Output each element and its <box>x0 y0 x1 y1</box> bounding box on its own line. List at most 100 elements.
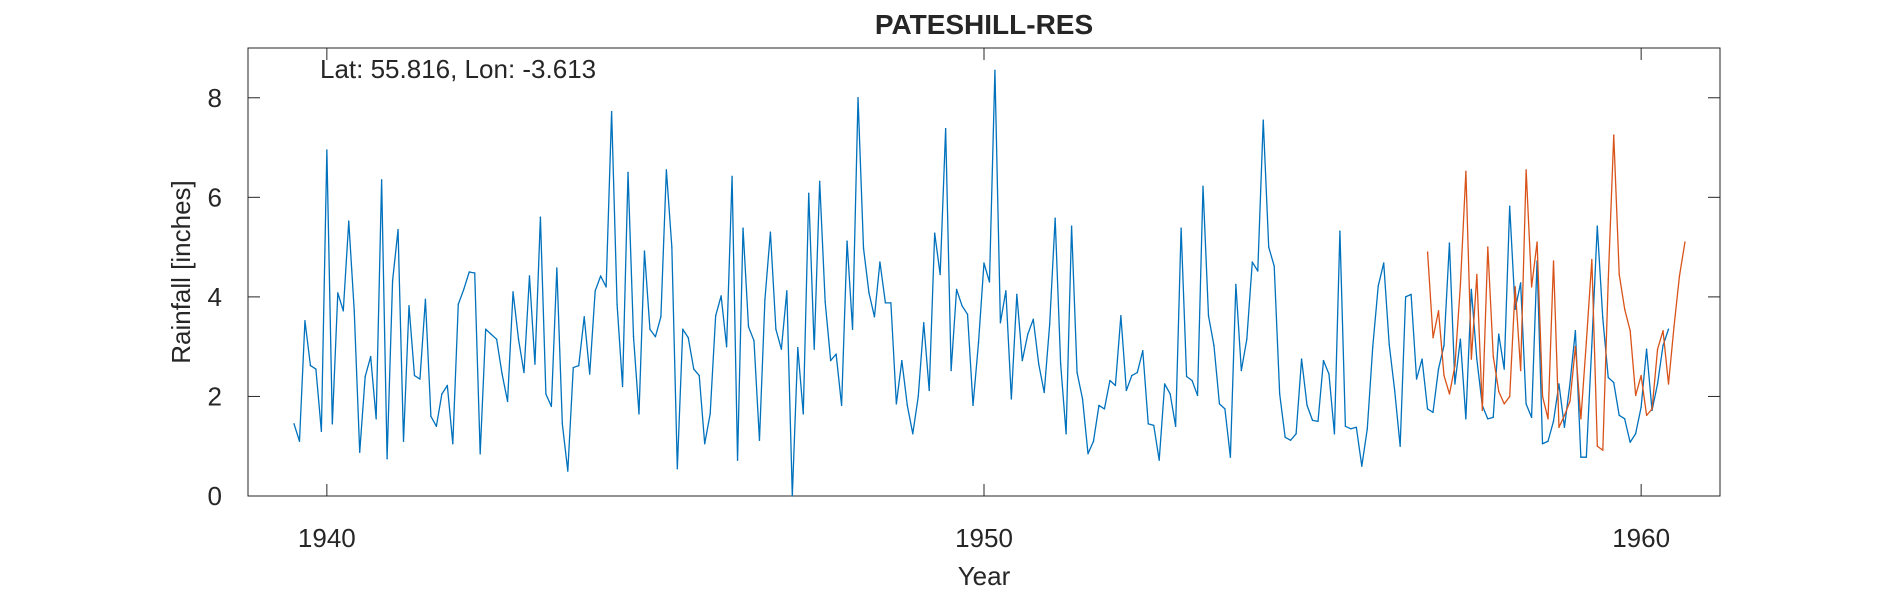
data-point <box>1109 379 1111 382</box>
data-point <box>1629 330 1631 332</box>
data-point <box>1038 363 1040 365</box>
data-point <box>430 415 432 418</box>
data-point <box>1634 394 1637 397</box>
data-point <box>1519 369 1522 372</box>
data-point <box>1251 261 1254 263</box>
data-point <box>1010 398 1013 400</box>
data-point <box>1465 418 1467 420</box>
data-point <box>1569 383 1571 385</box>
data-point <box>1492 416 1494 419</box>
data-point <box>599 275 602 277</box>
data-point <box>1048 323 1051 325</box>
data-point <box>1640 406 1642 409</box>
data-point <box>402 440 405 442</box>
data-point <box>682 328 684 330</box>
data-point <box>1525 169 1527 171</box>
data-point <box>528 275 531 277</box>
data-point <box>539 216 542 218</box>
station-coordinates-annotation: Lat: 55.816, Lon: -3.613 <box>320 54 596 84</box>
data-point <box>1262 119 1264 121</box>
data-point <box>1585 456 1588 458</box>
data-point <box>1372 345 1374 348</box>
data-point <box>506 400 509 403</box>
data-point <box>1404 296 1407 298</box>
data-point <box>1098 404 1100 407</box>
data-point <box>446 384 449 387</box>
data-point <box>1574 345 1577 348</box>
data-point <box>879 261 881 263</box>
data-point <box>1344 425 1347 428</box>
data-point <box>1295 433 1297 435</box>
data-point <box>873 316 876 318</box>
data-point <box>983 262 985 264</box>
data-point <box>589 373 591 375</box>
data-point <box>1459 283 1462 286</box>
data-point <box>1476 273 1478 276</box>
data-point <box>337 292 339 294</box>
data-point <box>512 291 514 293</box>
data-point <box>1147 423 1149 425</box>
data-point <box>1311 419 1314 422</box>
data-point <box>890 302 892 304</box>
data-point <box>1667 328 1670 330</box>
data-point <box>348 220 350 222</box>
data-point <box>1131 374 1133 377</box>
data-point <box>731 175 733 178</box>
axis-ticks <box>248 48 1720 497</box>
data-point <box>1596 445 1599 447</box>
data-point <box>1640 374 1642 377</box>
data-point <box>1618 414 1620 417</box>
data-point <box>862 247 865 249</box>
data-point <box>1602 449 1604 451</box>
data-point <box>616 303 618 306</box>
data-point <box>1246 338 1248 340</box>
data-point <box>851 328 854 330</box>
data-point <box>1623 418 1626 420</box>
data-point <box>1158 459 1160 461</box>
data-point <box>1426 251 1429 253</box>
data-point <box>342 310 344 312</box>
chart-title: PATESHILL-RES <box>875 9 1093 40</box>
data-point <box>972 404 974 407</box>
data-point <box>419 378 421 380</box>
data-point <box>435 425 438 428</box>
data-point <box>1618 273 1620 276</box>
data-point <box>780 348 783 350</box>
data-series <box>293 69 1686 497</box>
data-point <box>835 353 837 355</box>
data-point <box>676 467 679 470</box>
data-point <box>1300 358 1303 360</box>
data-point <box>923 322 925 324</box>
data-point <box>1125 389 1128 392</box>
data-point <box>1103 408 1106 410</box>
data-point <box>693 368 695 370</box>
data-point <box>1076 371 1078 374</box>
data-point <box>1065 433 1067 435</box>
data-point <box>720 295 722 297</box>
y-tick-label: 4 <box>208 282 222 312</box>
data-point <box>1607 376 1609 379</box>
data-point <box>1656 348 1659 350</box>
data-point <box>561 423 564 425</box>
data-point <box>1519 282 1522 284</box>
data-point <box>1552 260 1555 262</box>
data-point <box>1043 391 1045 394</box>
data-point <box>632 336 635 338</box>
data-point <box>1081 398 1084 400</box>
data-point <box>1289 439 1292 441</box>
data-point <box>961 305 963 307</box>
data-point <box>364 375 366 378</box>
data-point <box>1229 456 1232 458</box>
data-point <box>1580 418 1582 420</box>
data-point <box>1169 393 1171 395</box>
data-point <box>1059 363 1062 365</box>
data-point <box>1021 359 1023 362</box>
data-point <box>939 273 941 276</box>
data-point <box>1448 393 1451 395</box>
data-point <box>1508 205 1511 207</box>
data-point <box>1027 333 1029 335</box>
data-point <box>1454 364 1456 367</box>
x-axis-label: Year <box>958 561 1011 591</box>
data-point <box>1563 414 1566 417</box>
